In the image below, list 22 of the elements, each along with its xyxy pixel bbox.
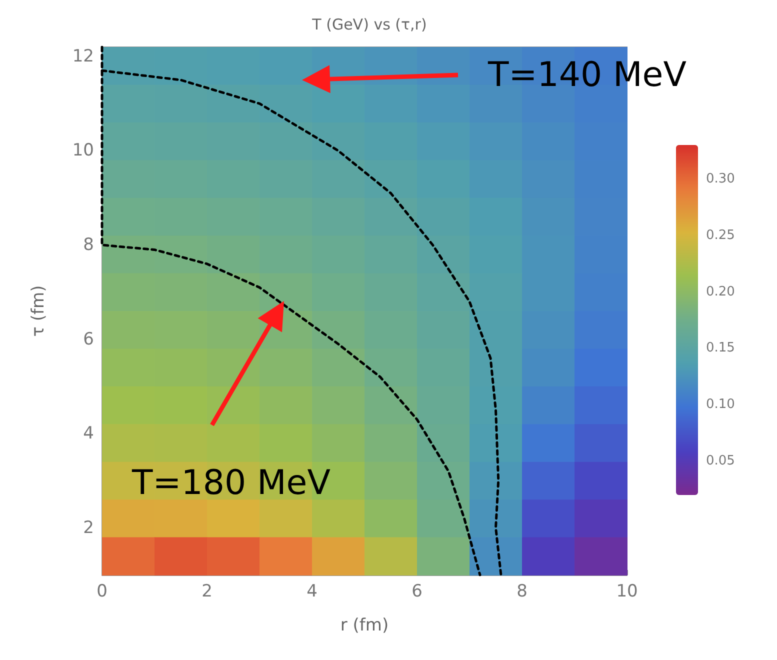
y-tick-label: 2	[83, 518, 94, 538]
annotation: T=180 MeV	[132, 463, 330, 503]
x-tick-label: 4	[306, 582, 318, 602]
color-bar-label: 0.30	[706, 171, 735, 186]
y-tick-label: 6	[83, 329, 94, 350]
color-bar-label: 0.15	[706, 340, 735, 356]
x-tick-label: 0	[96, 582, 108, 602]
color-bar-label: 0.25	[706, 228, 735, 243]
y-axis-title: τ (fm)	[28, 285, 48, 337]
y-tick-label: 10	[72, 140, 94, 161]
chart-title: T (GeV) vs (τ,r)	[311, 16, 427, 34]
x-tick-label: 2	[202, 582, 212, 602]
x-axis-title: r (fm)	[340, 616, 389, 636]
y-tick-label: 12	[72, 46, 94, 66]
x-tick-label: 8	[516, 582, 528, 602]
x-tick-label: 10	[616, 582, 638, 602]
color-bar-label: 0.05	[706, 454, 735, 469]
color-bar-label: 0.10	[706, 397, 735, 412]
y-tick-label: 8	[83, 235, 94, 255]
x-tick-label: 6	[412, 582, 422, 602]
y-tick-label: 4	[83, 424, 94, 444]
color-bar-label: 0.20	[706, 284, 735, 300]
